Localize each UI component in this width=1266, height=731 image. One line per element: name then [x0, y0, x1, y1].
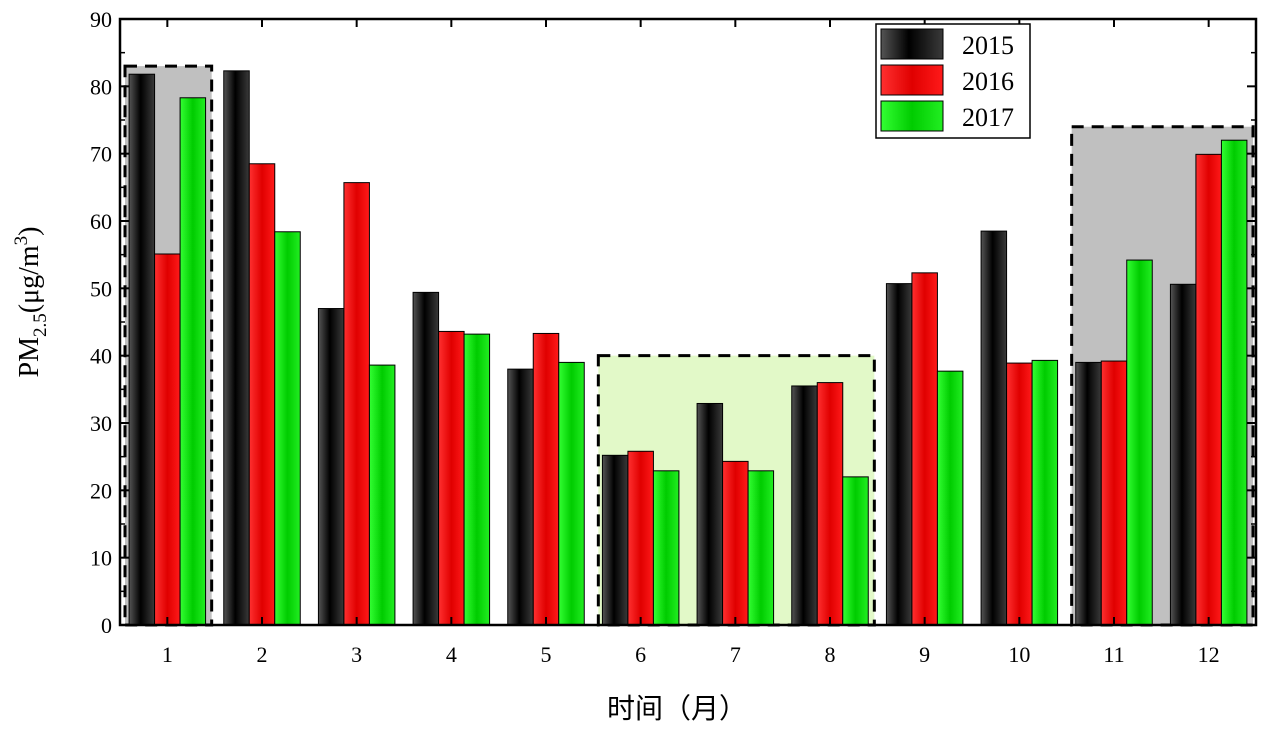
bar-2016-month-5	[532, 332, 560, 626]
bar-2017-month-5	[558, 361, 585, 626]
x-tick-label: 5	[541, 642, 552, 667]
y-tick-label: 0	[101, 613, 112, 638]
bar-2017-month-11	[1126, 259, 1153, 626]
bar-2016-month-4	[438, 330, 465, 626]
bar-2015-month-9	[885, 283, 913, 626]
x-tick-label: 4	[446, 642, 457, 667]
x-tick-label: 1	[162, 642, 173, 667]
x-tick-label: 8	[825, 642, 836, 667]
bar-2017-month-12	[1220, 139, 1248, 626]
bar-2017-month-10	[1031, 359, 1059, 626]
x-tick-label: 11	[1103, 642, 1124, 667]
bar-2017-month-7	[747, 470, 775, 626]
bar-2017-month-2	[274, 231, 301, 626]
bar-2016-month-8	[816, 382, 844, 626]
bar-2015-month-3	[317, 308, 345, 626]
y-tick-label: 30	[90, 411, 112, 436]
y-tick-label: 80	[90, 74, 112, 99]
legend-swatch-2015	[880, 28, 944, 60]
bar-2017-month-3	[368, 364, 396, 626]
x-tick-label: 10	[1008, 642, 1030, 667]
bar-2017-month-6	[652, 470, 680, 626]
bar-2016-month-12	[1195, 153, 1222, 626]
bar-2017-month-9	[936, 370, 964, 626]
bar-2016-month-1	[154, 253, 181, 626]
y-title-unit-close: )	[14, 227, 45, 236]
y-title-subscript: 2.5	[30, 313, 51, 337]
y-tick-label: 50	[90, 276, 112, 301]
bar-2016-month-3	[343, 182, 370, 626]
bar-2016-month-7	[722, 460, 749, 626]
y-tick-label: 90	[90, 7, 112, 32]
legend-swatch-2017	[880, 100, 944, 132]
legend-swatch-2016	[880, 64, 944, 96]
bar-2016-month-9	[911, 272, 938, 626]
y-tick-label: 70	[90, 142, 112, 167]
x-axis-title: 时间（月）	[607, 693, 747, 725]
bar-2015-month-11	[1075, 361, 1102, 626]
x-tick-label: 6	[635, 642, 646, 667]
bar-2017-month-8	[842, 476, 869, 626]
axis-titles: 时间（月） PM2.5(μg/m3)	[11, 227, 747, 725]
bar-2015-month-12	[1169, 283, 1197, 626]
y-tick-label: 10	[90, 546, 112, 571]
bar-2015-month-1	[128, 73, 156, 626]
x-tick-label: 7	[730, 642, 741, 667]
x-tick-label: 12	[1198, 642, 1220, 667]
bar-2015-month-5	[507, 368, 534, 626]
y-tick-label: 60	[90, 209, 112, 234]
bar-2015-month-2	[223, 70, 250, 626]
bar-2015-month-10	[980, 230, 1008, 626]
y-axis-title: PM2.5(μg/m3)	[11, 227, 51, 378]
y-title-main: PM	[14, 337, 45, 378]
bar-2017-month-1	[179, 97, 207, 626]
bar-2016-month-6	[627, 450, 654, 626]
bar-2017-month-4	[463, 333, 491, 626]
legend-label-2017: 2017	[962, 103, 1014, 132]
y-title-superscript: 3	[11, 236, 32, 246]
legend-label-2016: 2016	[962, 67, 1014, 96]
legend-label-2015: 2015	[962, 31, 1014, 60]
bar-2015-month-8	[791, 385, 818, 626]
y-tick-label: 20	[90, 478, 112, 503]
x-tick-label: 3	[351, 642, 362, 667]
x-tick-label: 2	[257, 642, 268, 667]
bar-2015-month-6	[601, 454, 629, 626]
legend: 2015 2016 2017	[875, 23, 1031, 139]
bar-2016-month-2	[248, 163, 276, 626]
bar-2016-month-10	[1006, 362, 1033, 626]
y-tick-label: 40	[90, 344, 112, 369]
bar-2016-month-11	[1100, 360, 1128, 626]
bar-2015-month-7	[696, 402, 724, 626]
bar-2015-month-4	[412, 291, 440, 626]
x-tick-label: 9	[919, 642, 930, 667]
y-title-unit: (μg/m	[14, 245, 45, 313]
